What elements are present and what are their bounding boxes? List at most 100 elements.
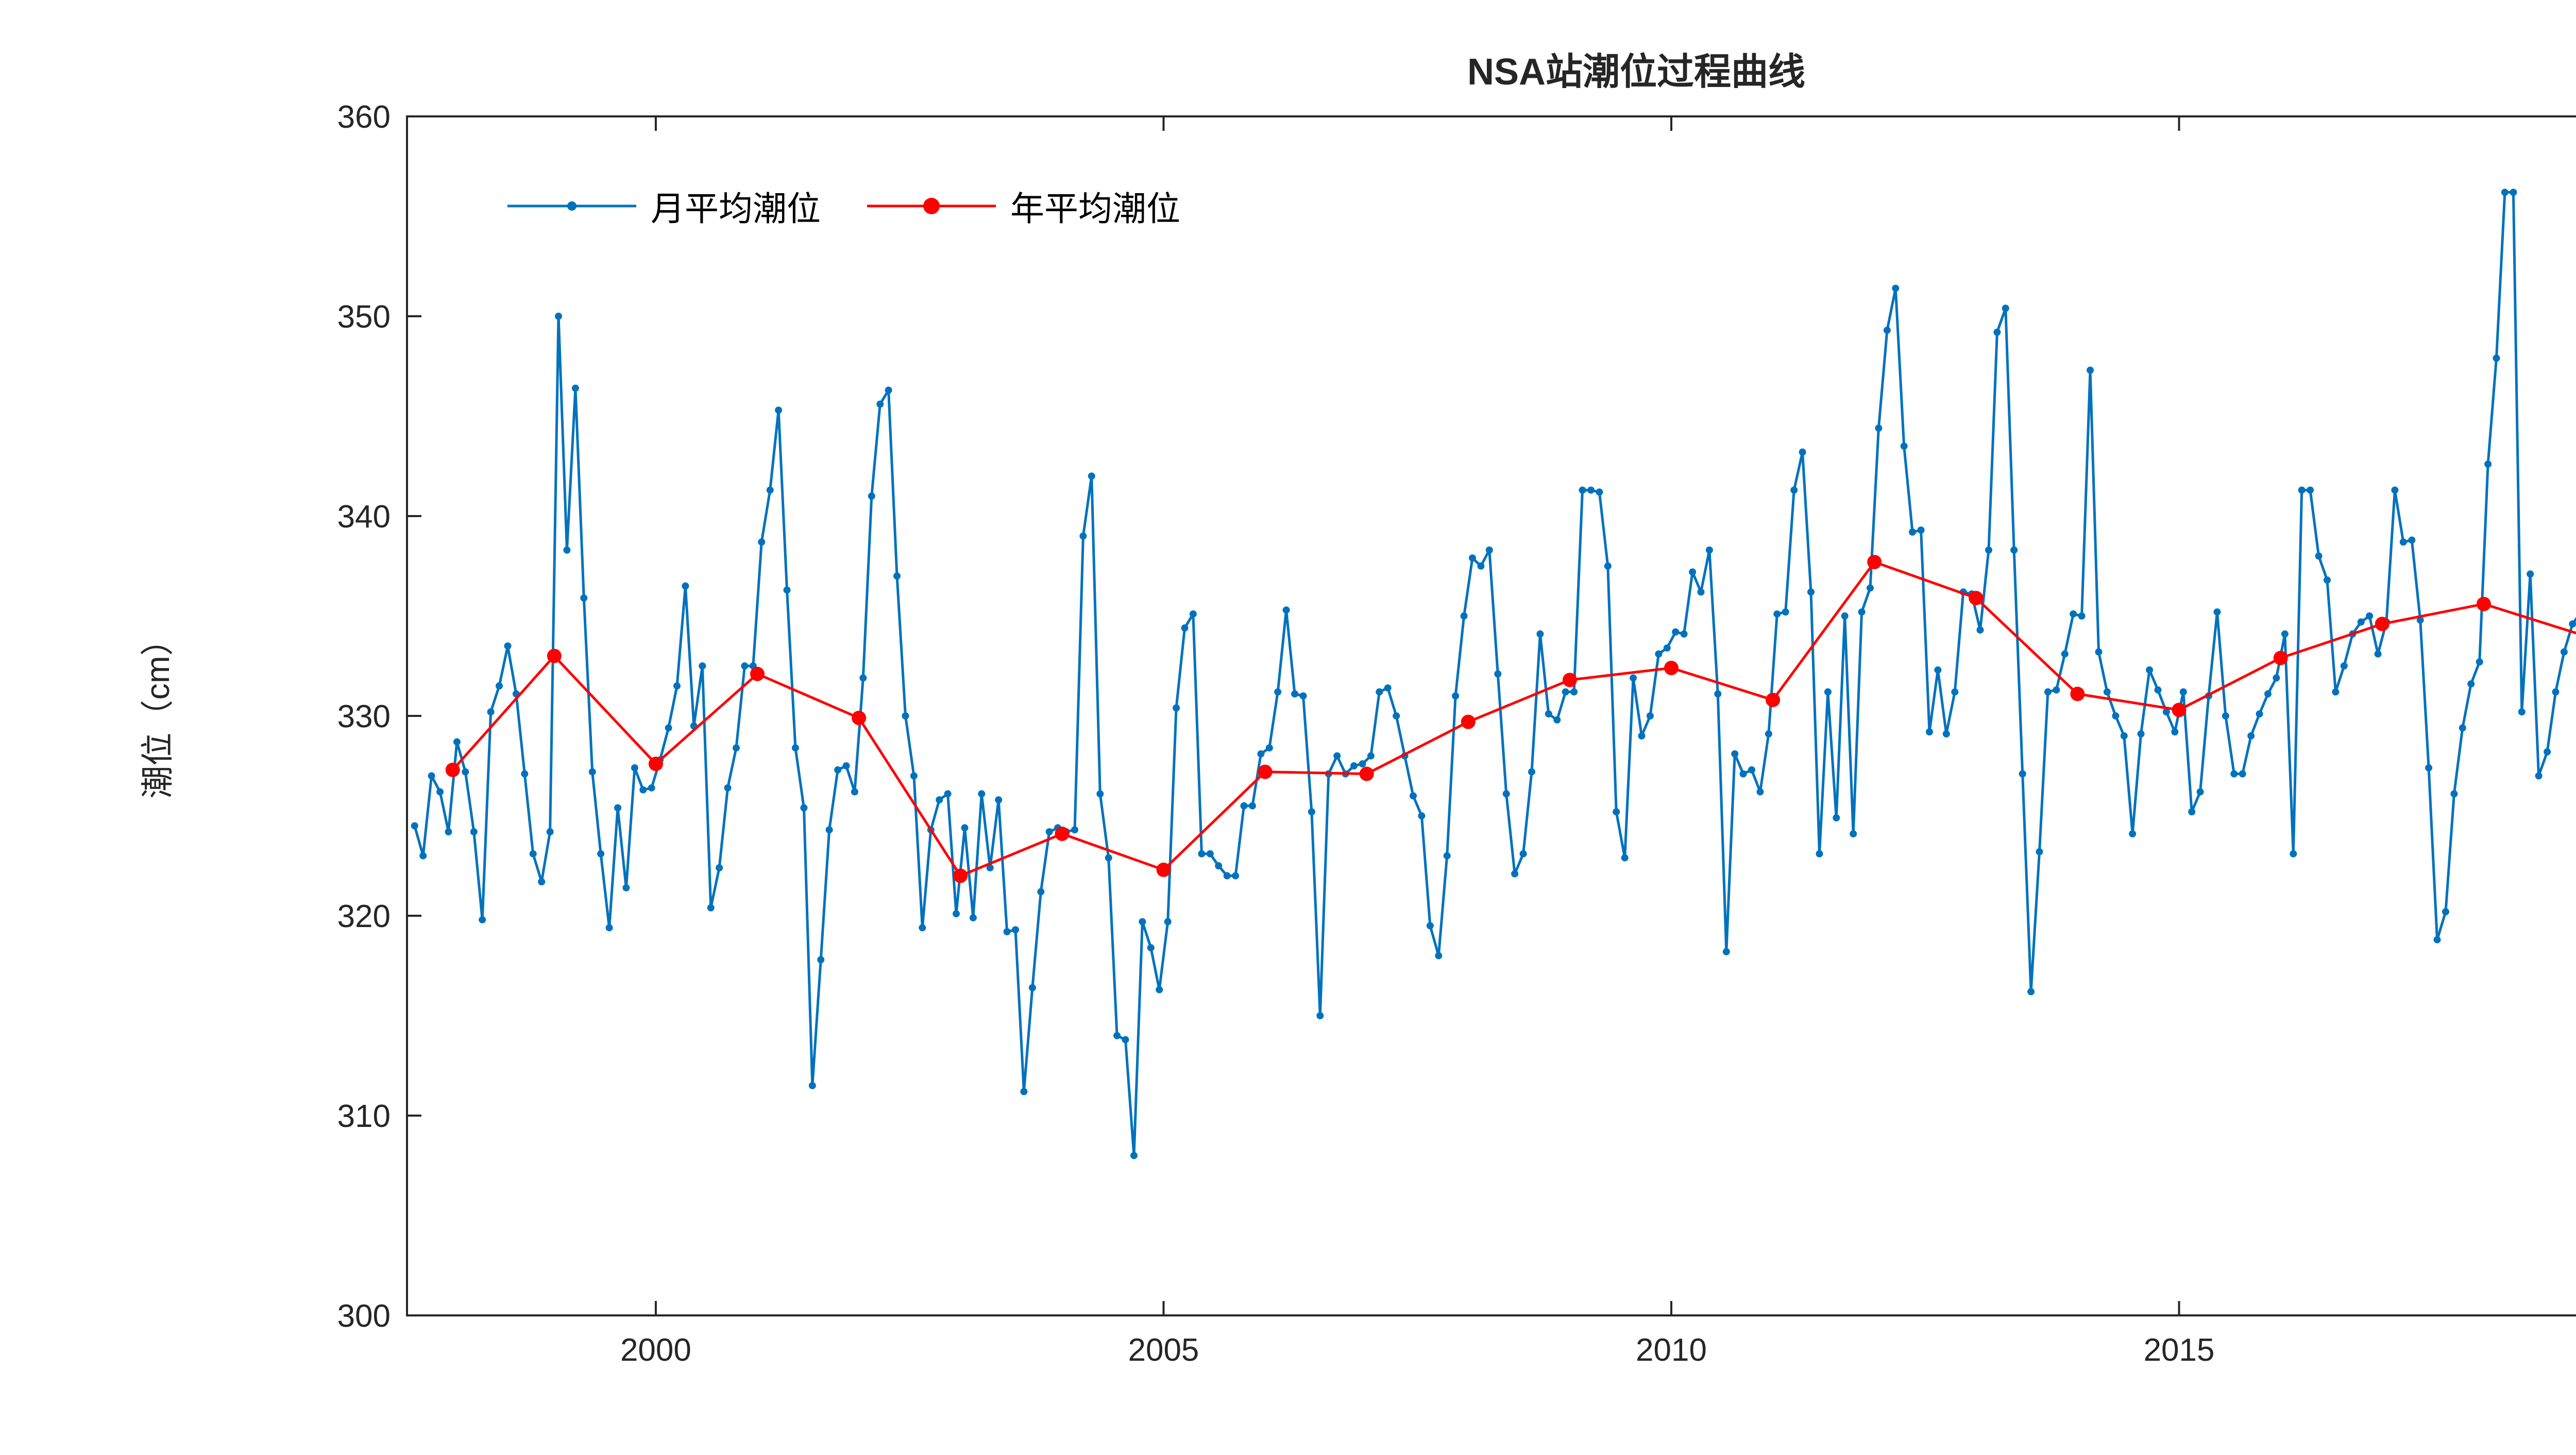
monthly-series-marker [1570, 688, 1578, 696]
monthly-series-marker [834, 766, 842, 774]
monthly-series-marker [1265, 744, 1273, 752]
monthly-series-marker [2146, 666, 2154, 674]
monthly-series-marker [2095, 648, 2103, 656]
annual-series-marker [1867, 555, 1882, 570]
monthly-series-marker [1875, 424, 1883, 432]
monthly-series-marker [1900, 442, 1908, 450]
monthly-series-marker [2196, 788, 2204, 796]
monthly-series-marker [2315, 552, 2323, 560]
monthly-series-marker [1511, 870, 1519, 878]
monthly-series-marker [1139, 918, 1146, 926]
monthly-series-marker [1299, 692, 1307, 700]
monthly-series-marker [1198, 850, 1206, 858]
monthly-series-marker [2569, 620, 2576, 628]
monthly-series-marker [800, 804, 808, 812]
monthly-series-marker [699, 662, 706, 670]
monthly-series-marker [1410, 792, 1417, 800]
monthly-series-marker [2467, 680, 2475, 688]
monthly-series-marker [2264, 690, 2272, 698]
annual-series-marker [1359, 766, 1374, 781]
monthly-series-marker [1223, 872, 1231, 880]
monthly-series-marker [639, 786, 647, 794]
x-axis: 20002005201020152020 [620, 116, 2215, 1368]
monthly-series-marker [969, 914, 977, 921]
monthly-series-marker [1883, 327, 1891, 334]
monthly-series-marker [910, 772, 918, 780]
monthly-series-marker [2002, 304, 2009, 312]
monthly-series-marker [529, 850, 537, 858]
annual-series-marker [2476, 596, 2491, 611]
monthly-series-marker [1807, 588, 1815, 596]
monthly-series-marker [1248, 802, 1256, 810]
monthly-series-marker [842, 762, 850, 769]
monthly-series-marker [2019, 770, 2026, 778]
monthly-series-marker [496, 682, 503, 690]
monthly-series-marker [1079, 532, 1087, 540]
monthly-series-marker [1867, 584, 1874, 592]
annual-series-marker [445, 762, 460, 777]
monthly-series-marker [504, 642, 512, 650]
monthly-series-marker [1553, 716, 1561, 724]
monthly-series-marker [2103, 688, 2111, 696]
monthly-series-marker [1731, 750, 1739, 758]
monthly-series-marker [1393, 712, 1400, 720]
monthly-series-marker [571, 384, 579, 392]
y-tick-label: 320 [337, 899, 391, 934]
monthly-series-marker [2171, 728, 2179, 735]
monthly-series-marker [1892, 284, 1900, 292]
monthly-series-marker [487, 708, 495, 716]
monthly-series-marker [791, 744, 799, 752]
monthly-series-marker [2239, 770, 2246, 778]
monthly-series-marker [1663, 644, 1671, 652]
x-tick-label: 2015 [2144, 1332, 2215, 1368]
monthly-series-marker [2357, 618, 2365, 626]
monthly-series-marker [470, 828, 478, 835]
y-tick-label: 360 [337, 99, 391, 135]
monthly-series-marker [1680, 630, 1688, 638]
monthly-series-marker [1037, 888, 1045, 896]
monthly-series-marker [1739, 770, 1747, 778]
monthly-series-marker [2484, 460, 2492, 468]
monthly-series-marker [1630, 674, 1637, 682]
monthly-series-marker [1765, 730, 1772, 738]
monthly-series-marker [1173, 704, 1180, 712]
annual-series-marker [1562, 673, 1577, 688]
monthly-series-marker [2366, 612, 2374, 620]
legend-item-monthly: 月平均潮位 [507, 181, 821, 231]
monthly-series-marker [1452, 692, 1460, 700]
monthly-series-marker [783, 586, 791, 594]
monthly-series-marker [1028, 984, 1036, 991]
monthly-series-marker [2290, 850, 2297, 858]
monthly-series-marker [1799, 448, 1806, 456]
annual-series-marker [2375, 617, 2389, 631]
annual-series-marker [1258, 764, 1273, 779]
monthly-series-marker [2442, 908, 2449, 916]
monthly-series-marker [2222, 712, 2229, 720]
monthly-series-marker [1985, 546, 1992, 554]
monthly-line-sample-icon [507, 201, 636, 211]
monthly-series-marker [2535, 772, 2543, 780]
monthly-series-marker [1240, 802, 1248, 810]
monthly-series-marker [1443, 852, 1451, 860]
monthly-series-marker [1587, 486, 1595, 494]
monthly-series-marker [445, 828, 452, 835]
monthly-series-marker [1156, 986, 1163, 994]
monthly-series-marker [851, 788, 858, 796]
monthly-series-marker [868, 492, 875, 500]
annual-series-marker [2172, 703, 2187, 717]
monthly-series-marker [741, 662, 749, 670]
monthly-series-marker [682, 582, 689, 590]
monthly-series-marker [1308, 808, 1315, 816]
monthly-series-marker [2391, 486, 2399, 494]
annual-series-marker [2070, 687, 2085, 701]
y-tick-label: 310 [337, 1099, 391, 1134]
monthly-series-marker [521, 770, 529, 778]
monthly-series-marker [1502, 790, 1510, 798]
monthly-series-marker [733, 744, 740, 752]
monthly-series-marker [2112, 712, 2120, 720]
monthly-series-marker [2162, 708, 2170, 716]
annual-series-marker [750, 666, 765, 681]
monthly-series-marker [1384, 684, 1392, 692]
monthly-series-marker [902, 712, 909, 720]
